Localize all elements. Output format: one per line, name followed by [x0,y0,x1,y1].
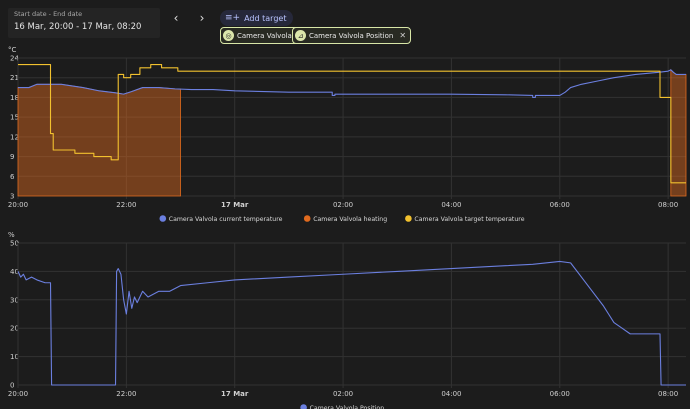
x-tick-label: 04:00 [441,390,461,398]
x-tick-label: 22:00 [116,201,136,209]
x-tick-label: 04:00 [441,201,461,209]
target-chip-camera-valvola[interactable]: ◎ Camera Valvola ✕ [220,27,310,44]
chip-label: Camera Valvola [237,31,292,40]
y-tick-label: 30 [10,296,19,304]
legend-marker [300,404,307,409]
target-chip-camera-valvola-position[interactable]: ⊿ Camera Valvola Position ✕ [292,27,412,44]
date-range-label: Start date - End date [14,10,83,18]
y-tick-label: 18 [10,94,19,102]
y-tick-label: 12 [10,133,19,141]
add-target-label: Add target [244,13,287,23]
x-tick-label: 02:00 [333,201,353,209]
series-line [17,260,686,386]
legend-label: Camera Valvola Position [310,405,385,409]
y-tick-label: 20 [10,325,19,333]
y-tick-label: 3 [10,193,14,201]
x-tick-label: 17 Mar [221,390,249,398]
series-line [18,64,686,184]
x-tick-label: 20:00 [8,390,28,398]
series-line [18,69,686,98]
y-tick-label: 21 [10,74,19,82]
y-tick-label: 24 [10,55,19,63]
y-tick-label: 6 [10,173,15,181]
chip-label: Camera Valvola Position [309,31,394,40]
y-tick-label: 0 [10,382,14,390]
add-target-button[interactable]: ≡+ Add target [220,10,294,26]
x-tick-label: 22:00 [116,390,136,398]
x-tick-label: 02:00 [333,390,353,398]
legend-label: Camera Valvola heating [313,216,387,223]
chevron-left-icon[interactable]: ‹ [173,11,179,25]
legend-marker [405,215,412,222]
legend-label: Camera Valvola target temperature [414,216,524,223]
valve-icon: ⊿ [295,30,306,41]
x-tick-label: 17 Mar [221,201,249,209]
playlist-plus-icon: ≡+ [225,13,241,23]
legend-marker [159,215,167,222]
legend-label: Camera Valvola current temperature [169,216,283,223]
legend-marker [303,215,311,222]
y-tick-label: 10 [10,353,19,361]
x-tick-label: 08:00 [658,390,678,398]
date-range-picker[interactable]: Start date - End date 16 Mar, 20:00 - 17… [8,8,160,38]
x-tick-label: 20:00 [8,201,28,209]
y-tick-label: 40 [10,268,19,276]
thermostat-icon: ◎ [223,30,234,41]
date-range-value: 16 Mar, 20:00 - 17 Mar, 08:20 [14,22,142,32]
close-icon[interactable]: ✕ [399,31,407,40]
y-axis-unit: % [8,231,15,239]
y-axis-unit: °C [8,46,17,54]
y-tick-label: 15 [10,114,19,122]
x-tick-label: 08:00 [658,201,678,209]
chevron-right-icon[interactable]: › [199,11,205,25]
x-tick-label: 06:00 [550,201,570,209]
x-tick-label: 06:00 [550,390,570,398]
y-tick-label: 50 [10,240,19,248]
y-tick-label: 9 [10,153,14,161]
